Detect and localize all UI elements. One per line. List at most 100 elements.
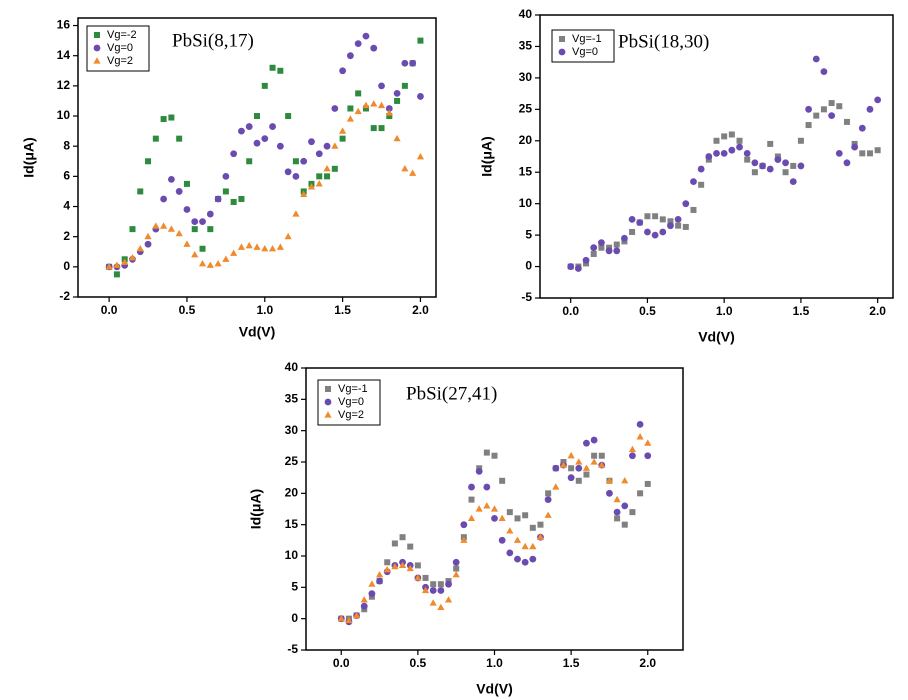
marker <box>160 195 168 203</box>
marker <box>736 137 743 144</box>
marker <box>422 574 429 581</box>
marker <box>782 169 789 176</box>
marker <box>253 139 261 147</box>
marker <box>605 247 613 255</box>
marker <box>575 464 583 472</box>
marker <box>644 213 651 220</box>
marker <box>858 124 866 132</box>
marker <box>137 188 144 195</box>
annotation: PbSi(8,17) <box>172 30 254 51</box>
y-tick-label: 0 <box>63 259 70 273</box>
marker <box>567 263 575 270</box>
plot-area <box>567 55 882 272</box>
marker <box>168 114 175 121</box>
marker <box>362 32 370 40</box>
legend-label: Vg=-1 <box>572 33 602 45</box>
marker <box>206 210 214 218</box>
marker <box>445 580 452 588</box>
legend: Vg=-2Vg=0Vg=2 <box>86 25 150 72</box>
legend-marker <box>93 44 101 52</box>
legend-marker <box>558 48 566 56</box>
marker <box>483 502 491 509</box>
marker <box>292 172 300 180</box>
marker <box>284 168 292 176</box>
marker <box>377 101 386 109</box>
marker <box>385 109 393 116</box>
marker <box>613 495 621 503</box>
marker <box>675 222 682 229</box>
marker <box>644 439 652 446</box>
marker <box>198 260 207 267</box>
x-tick-label: 0.5 <box>410 656 427 670</box>
x-tick-label: 0.0 <box>101 303 118 317</box>
marker <box>468 483 475 491</box>
marker <box>828 100 835 107</box>
annotation: PbSi(18,30) <box>618 31 709 52</box>
marker <box>414 574 422 581</box>
marker <box>268 244 277 252</box>
marker <box>766 165 774 173</box>
x-tick-label: 0.0 <box>333 656 350 670</box>
marker <box>354 40 362 48</box>
marker <box>253 243 261 250</box>
marker <box>491 452 498 459</box>
marker <box>605 477 614 484</box>
marker <box>160 222 168 229</box>
marker <box>292 158 299 165</box>
marker <box>254 113 260 120</box>
marker <box>385 105 393 112</box>
marker <box>529 542 537 550</box>
y-tick-label: 40 <box>519 7 533 21</box>
marker <box>583 471 590 478</box>
marker <box>437 603 445 610</box>
marker <box>175 188 183 195</box>
marker <box>506 527 514 534</box>
marker <box>430 581 437 588</box>
marker <box>529 524 536 531</box>
marker <box>399 534 406 541</box>
marker <box>713 137 720 144</box>
marker <box>835 149 843 157</box>
chart-panel: 0.0 0.5 1.0 1.5 2.0 -2 0 2 4 6 8 10 12 14 16 Vd(V) Id(μA… <box>21 17 437 340</box>
y-tick-label: 15 <box>519 164 533 178</box>
chart-panel: 0.0 0.5 1.0 1.5 2.0 -5 0 5 10 15 20 25 30 35 40 Vd(V) Id… <box>479 7 894 345</box>
marker <box>475 505 483 512</box>
y-tick-label: 5 <box>525 227 532 241</box>
x-tick-label: 2.0 <box>869 304 886 318</box>
x-tick-label: 0.5 <box>639 304 656 318</box>
marker <box>513 536 522 543</box>
marker <box>805 105 812 113</box>
marker <box>285 113 292 120</box>
marker <box>417 37 424 44</box>
marker <box>851 143 859 151</box>
marker <box>613 247 621 255</box>
marker <box>621 521 628 528</box>
y-tick-label: 5 <box>291 580 298 594</box>
marker <box>409 59 417 67</box>
x-tick-label: 2.0 <box>639 656 656 670</box>
marker <box>269 123 276 130</box>
x-tick-label: 1.0 <box>486 656 503 670</box>
legend-label: Vg=-2 <box>107 29 137 41</box>
marker <box>444 596 453 603</box>
marker <box>598 452 605 459</box>
marker <box>621 502 629 510</box>
y-tick-label: 10 <box>285 548 299 562</box>
marker <box>191 250 199 258</box>
marker <box>521 558 529 566</box>
marker <box>237 243 246 250</box>
marker <box>697 165 705 173</box>
marker <box>398 561 407 568</box>
marker <box>128 253 137 261</box>
x-tick-label: 1.0 <box>716 304 733 318</box>
marker <box>874 96 882 104</box>
y-tick-label: 12 <box>57 78 71 92</box>
marker <box>698 181 705 188</box>
marker <box>590 250 597 257</box>
marker <box>292 210 300 217</box>
y-axis-label: Id(μA) <box>248 489 264 529</box>
marker <box>552 483 560 490</box>
marker <box>276 243 284 250</box>
marker <box>368 580 376 587</box>
